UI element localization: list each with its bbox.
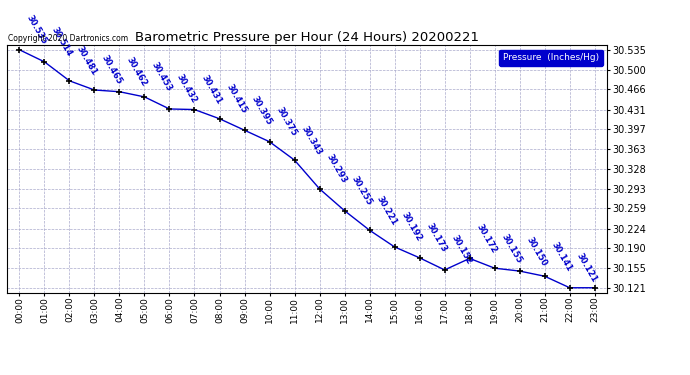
Text: 30.192: 30.192 bbox=[400, 211, 424, 243]
Text: 30.395: 30.395 bbox=[250, 94, 274, 127]
Text: 30.481: 30.481 bbox=[75, 45, 99, 77]
Text: 30.152: 30.152 bbox=[450, 234, 474, 266]
Text: 30.431: 30.431 bbox=[200, 74, 224, 106]
Text: 30.141: 30.141 bbox=[550, 240, 574, 273]
Text: 30.172: 30.172 bbox=[475, 222, 499, 255]
Title: Barometric Pressure per Hour (24 Hours) 20200221: Barometric Pressure per Hour (24 Hours) … bbox=[135, 31, 479, 44]
Text: 30.432: 30.432 bbox=[175, 73, 199, 105]
Text: 30.121: 30.121 bbox=[575, 252, 599, 284]
Text: 30.535: 30.535 bbox=[25, 14, 49, 46]
Text: 30.514: 30.514 bbox=[50, 26, 74, 58]
Text: 30.255: 30.255 bbox=[350, 175, 374, 207]
Text: 30.173: 30.173 bbox=[425, 222, 449, 254]
Legend: Pressure  (Inches/Hg): Pressure (Inches/Hg) bbox=[500, 50, 602, 66]
Text: 30.221: 30.221 bbox=[375, 194, 399, 227]
Text: 30.453: 30.453 bbox=[150, 61, 174, 93]
Text: 30.150: 30.150 bbox=[525, 235, 549, 267]
Text: 30.343: 30.343 bbox=[300, 124, 324, 157]
Text: 30.462: 30.462 bbox=[125, 56, 149, 88]
Text: 30.415: 30.415 bbox=[225, 82, 249, 115]
Text: 30.465: 30.465 bbox=[100, 54, 124, 87]
Text: 30.293: 30.293 bbox=[325, 153, 349, 185]
Text: 30.375: 30.375 bbox=[275, 106, 299, 138]
Text: 30.155: 30.155 bbox=[500, 232, 524, 265]
Text: Copyright 2020 Dartronics.com: Copyright 2020 Dartronics.com bbox=[8, 33, 128, 42]
